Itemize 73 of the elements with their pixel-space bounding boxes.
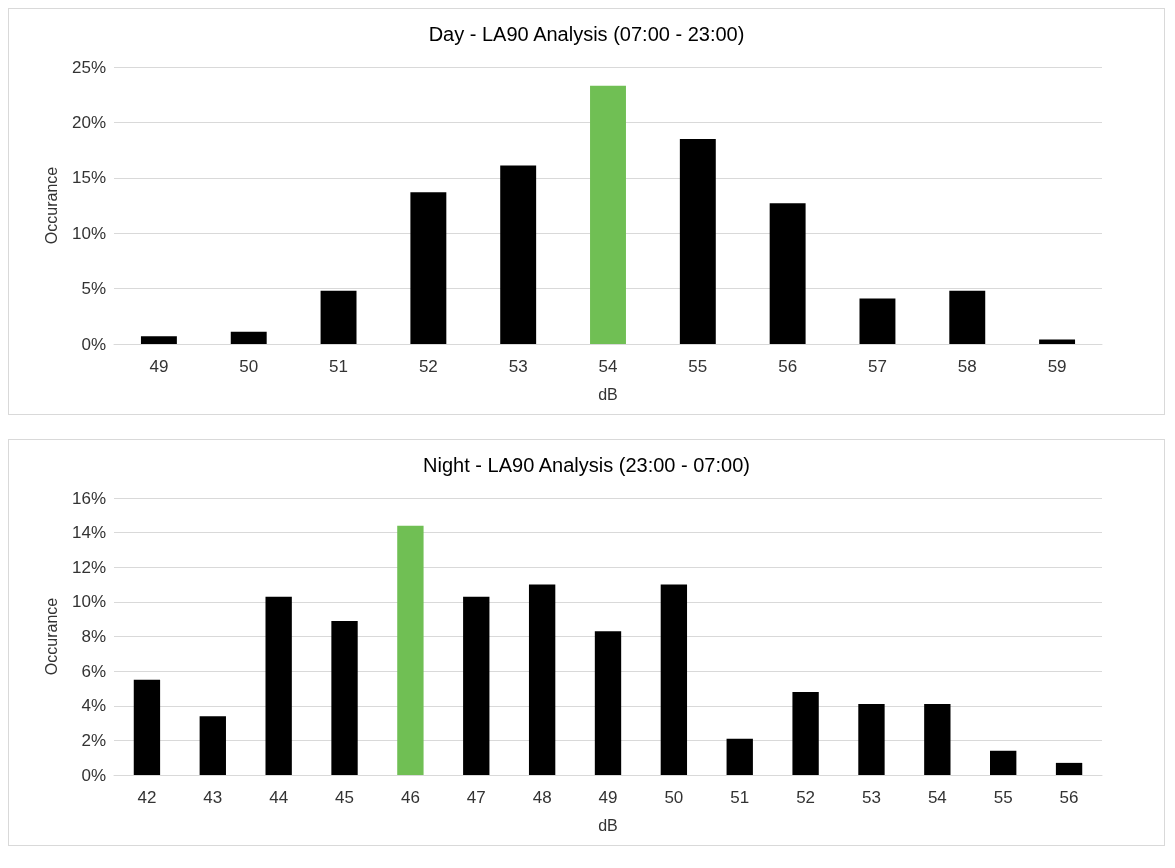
y-tick-label: 10%	[71, 223, 106, 243]
x-tick-label: 44	[269, 788, 289, 807]
x-axis-title: dB	[598, 816, 618, 834]
bar	[660, 584, 688, 775]
x-tick-label: 56	[778, 357, 798, 376]
bar	[463, 596, 490, 775]
bar	[133, 679, 161, 775]
x-tick-label: 49	[598, 788, 618, 807]
bar	[949, 290, 986, 344]
x-tick-label: 42	[137, 788, 157, 807]
bar	[769, 203, 806, 344]
bar	[990, 750, 1017, 775]
x-tick-label: 51	[730, 788, 750, 807]
y-tick-label: 0%	[81, 765, 106, 785]
y-tick-label: 12%	[71, 557, 106, 577]
x-tick-label: 45	[335, 788, 354, 807]
x-tick-label: 59	[1047, 357, 1067, 376]
bar	[1055, 762, 1083, 775]
bar	[590, 85, 626, 344]
y-axis-title: Occurance	[42, 166, 60, 245]
x-tick-label: 53	[862, 788, 881, 807]
bar	[140, 336, 177, 344]
bar	[858, 704, 885, 775]
bar	[410, 192, 447, 344]
y-axis-title: Occurance	[42, 597, 60, 676]
y-tick-label: 4%	[81, 696, 106, 716]
x-tick-label: 46	[400, 788, 420, 807]
x-tick-label: 48	[532, 788, 552, 807]
bar	[859, 298, 896, 344]
y-tick-label: 15%	[71, 168, 106, 188]
x-tick-label: 54	[598, 357, 618, 376]
x-axis-title: dB	[598, 385, 618, 403]
bar	[265, 596, 292, 775]
x-tick-label: 50	[664, 788, 684, 807]
x-tick-label: 57	[867, 357, 887, 376]
bar	[320, 290, 357, 344]
x-tick-label: 55	[688, 357, 708, 376]
x-tick-label: 49	[149, 357, 169, 376]
y-tick-label: 0%	[81, 334, 106, 354]
bar	[500, 165, 537, 344]
bar	[199, 716, 226, 775]
x-tick-label: 43	[203, 788, 223, 807]
bar	[594, 631, 622, 775]
y-tick-label: 14%	[71, 523, 106, 543]
y-tick-label: 10%	[71, 592, 106, 612]
bar	[726, 738, 753, 775]
bar	[528, 584, 556, 775]
x-tick-label: 55	[993, 788, 1013, 807]
y-tick-label: 5%	[81, 279, 106, 299]
y-tick-label: 8%	[81, 627, 106, 646]
x-tick-label: 52	[418, 357, 438, 376]
bar	[397, 525, 424, 775]
x-tick-label: 53	[508, 357, 528, 376]
x-tick-label: 54	[927, 788, 947, 807]
x-tick-label: 56	[1059, 788, 1079, 807]
bar	[924, 704, 951, 775]
bar	[230, 331, 267, 344]
x-tick-label: 52	[796, 788, 816, 807]
y-tick-label: 2%	[81, 730, 106, 750]
bar	[331, 620, 358, 775]
x-tick-label: 51	[329, 357, 349, 376]
y-tick-label: 20%	[71, 112, 106, 132]
y-tick-label: 6%	[81, 661, 106, 681]
x-tick-label: 58	[957, 357, 977, 376]
bar	[792, 691, 819, 775]
y-tick-label: 16%	[71, 488, 106, 508]
chart-title: Day - LA90 Analysis (07:00 - 23:00)	[428, 23, 745, 45]
bar	[1039, 339, 1076, 344]
y-tick-label: 25%	[71, 57, 106, 77]
chart-title: Night - LA90 Analysis (23:00 - 07:00)	[423, 454, 750, 476]
bar	[679, 139, 716, 344]
x-tick-label: 47	[466, 788, 486, 807]
x-tick-label: 50	[239, 357, 259, 376]
